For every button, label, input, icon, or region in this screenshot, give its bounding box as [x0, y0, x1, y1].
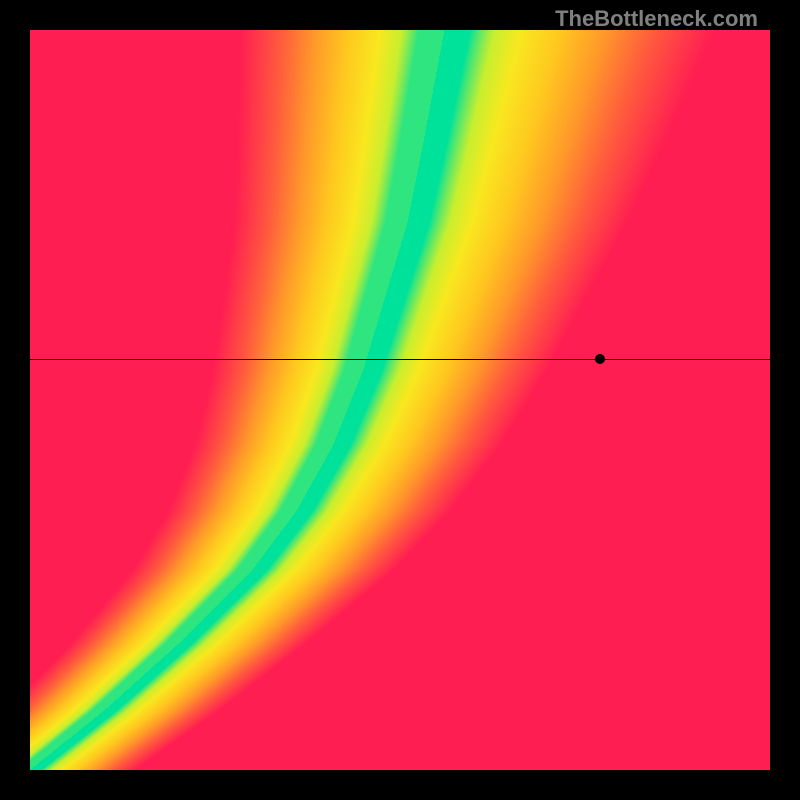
marker-dot	[595, 354, 605, 364]
crosshair-vertical	[600, 770, 601, 800]
heatmap-plot	[30, 30, 770, 770]
watermark-label: TheBottleneck.com	[555, 6, 758, 32]
heatmap-canvas	[30, 30, 770, 770]
figure-container: TheBottleneck.com	[0, 0, 800, 800]
crosshair-horizontal	[30, 359, 770, 360]
